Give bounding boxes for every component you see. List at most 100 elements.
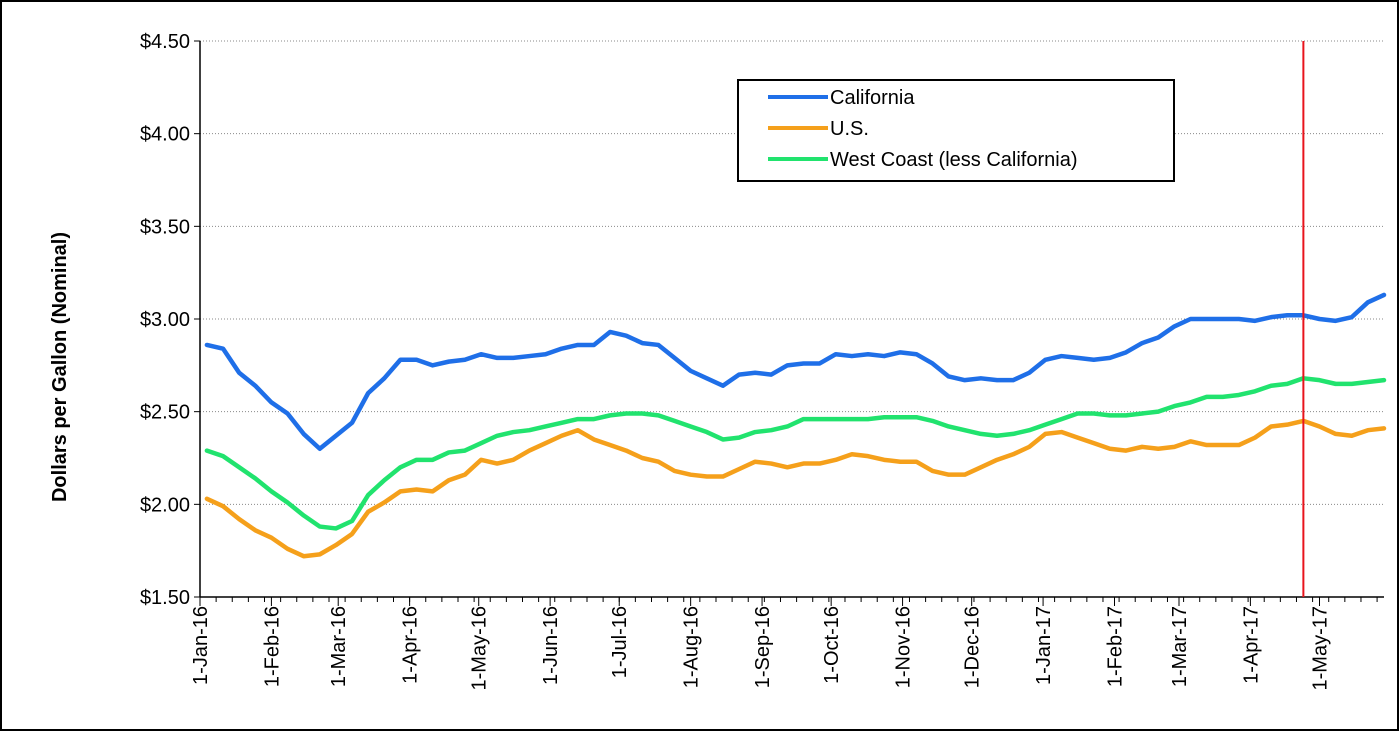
data-point-s0-19 bbox=[512, 357, 515, 359]
data-point-s1-10 bbox=[367, 510, 369, 513]
data-point-s1-4 bbox=[270, 536, 273, 539]
data-point-s0-62 bbox=[1205, 318, 1208, 320]
data-point-s1-64 bbox=[1238, 444, 1240, 446]
data-point-s0-60 bbox=[1173, 325, 1176, 328]
data-point-s2-73 bbox=[1383, 379, 1385, 381]
data-point-s0-57 bbox=[1125, 351, 1127, 354]
axes: $1.50 $2.00 $2.50 $3.00 $3.50 $4.00 $4.50 1-Jan… bbox=[140, 31, 1384, 690]
data-point-s2-11 bbox=[383, 479, 386, 482]
data-point-s1-0 bbox=[206, 497, 208, 500]
data-point-s0-70 bbox=[1334, 320, 1337, 322]
data-point-s0-54 bbox=[1076, 357, 1079, 359]
data-point-s0-53 bbox=[1060, 355, 1063, 357]
data-point-s1-9 bbox=[351, 533, 353, 535]
data-point-s0-8 bbox=[335, 434, 337, 437]
data-point-s2-13 bbox=[415, 459, 418, 461]
data-point-s0-23 bbox=[576, 344, 579, 346]
data-point-s0-14 bbox=[431, 364, 434, 367]
data-point-s2-2 bbox=[238, 466, 240, 469]
data-point-s2-29 bbox=[673, 420, 676, 422]
data-point-s1-18 bbox=[496, 462, 498, 465]
data-point-s2-20 bbox=[528, 429, 531, 432]
data-point-s2-1 bbox=[222, 455, 224, 457]
data-point-s2-48 bbox=[980, 433, 982, 435]
data-point-s1-62 bbox=[1205, 444, 1208, 446]
data-point-s2-8 bbox=[335, 527, 337, 530]
y-tick-label-1: $2.00 bbox=[140, 494, 190, 516]
data-point-s0-18 bbox=[496, 357, 498, 359]
data-point-s1-56 bbox=[1109, 447, 1111, 450]
x-tick-label-1: 1-Feb-16 bbox=[261, 606, 283, 687]
x-tick-label-5: 1-Jun-16 bbox=[540, 606, 562, 685]
data-point-s0-72 bbox=[1367, 301, 1369, 304]
data-point-s1-73 bbox=[1383, 427, 1385, 430]
data-point-s0-3 bbox=[254, 384, 257, 387]
data-point-s2-12 bbox=[399, 466, 402, 469]
data-point-s1-61 bbox=[1189, 440, 1192, 443]
data-point-s2-5 bbox=[286, 501, 289, 504]
data-point-s0-13 bbox=[415, 358, 418, 361]
data-point-s1-71 bbox=[1350, 434, 1353, 437]
series-line-1 bbox=[204, 418, 1387, 559]
data-point-s0-1 bbox=[222, 347, 224, 350]
data-point-s2-60 bbox=[1173, 405, 1176, 407]
series-lines bbox=[204, 292, 1387, 559]
data-point-s0-30 bbox=[689, 370, 692, 372]
data-point-s0-67 bbox=[1286, 314, 1289, 317]
x-tick-label-16: 1-May-17 bbox=[1310, 606, 1332, 690]
data-point-s0-58 bbox=[1141, 342, 1143, 344]
data-point-s1-5 bbox=[286, 548, 289, 550]
legend-label-west-coast: West Coast (less California) bbox=[830, 149, 1077, 171]
legend-label-california: California bbox=[830, 87, 915, 109]
data-point-s2-40 bbox=[851, 418, 853, 420]
data-point-s2-64 bbox=[1238, 394, 1240, 396]
data-point-s0-24 bbox=[593, 344, 595, 346]
data-point-s2-38 bbox=[818, 418, 821, 420]
data-point-s1-32 bbox=[722, 475, 724, 478]
data-point-s1-43 bbox=[899, 460, 902, 463]
data-point-s2-66 bbox=[1270, 384, 1272, 387]
data-point-s1-17 bbox=[480, 459, 482, 461]
data-point-s2-9 bbox=[351, 520, 353, 522]
data-point-s1-67 bbox=[1286, 423, 1289, 426]
data-point-s1-58 bbox=[1141, 446, 1143, 448]
data-point-s0-26 bbox=[625, 334, 627, 337]
x-tick-label-3: 1-Apr-16 bbox=[400, 606, 422, 684]
data-point-s0-63 bbox=[1221, 318, 1224, 320]
data-point-s2-17 bbox=[480, 442, 482, 444]
data-point-s2-69 bbox=[1318, 379, 1321, 381]
data-point-s2-52 bbox=[1044, 423, 1047, 426]
x-tick-label-8: 1-Sep-16 bbox=[752, 606, 774, 688]
data-point-s1-44 bbox=[915, 460, 918, 463]
data-point-s0-65 bbox=[1254, 320, 1256, 322]
data-point-s0-47 bbox=[963, 379, 966, 381]
data-point-s1-40 bbox=[851, 453, 853, 456]
data-point-s0-25 bbox=[609, 331, 611, 333]
data-point-s2-25 bbox=[609, 414, 611, 417]
data-point-s1-33 bbox=[738, 468, 740, 470]
data-point-s1-11 bbox=[383, 501, 386, 504]
x-tick-label-14: 1-Mar-17 bbox=[1169, 606, 1191, 687]
data-point-s0-73 bbox=[1383, 294, 1385, 296]
data-point-s0-10 bbox=[367, 392, 369, 394]
data-point-s1-39 bbox=[834, 459, 837, 461]
data-point-s1-53 bbox=[1060, 431, 1063, 433]
data-point-s1-50 bbox=[1012, 453, 1014, 456]
data-point-s0-50 bbox=[1012, 379, 1014, 381]
data-point-s1-31 bbox=[705, 475, 708, 478]
data-point-s0-49 bbox=[996, 379, 998, 381]
data-point-s0-35 bbox=[770, 373, 773, 376]
data-point-s1-55 bbox=[1092, 442, 1095, 444]
data-point-s2-14 bbox=[431, 459, 434, 461]
data-point-s0-33 bbox=[738, 373, 740, 376]
legend: California U.S. West Coast (less Califor… bbox=[737, 79, 1175, 182]
data-point-s1-49 bbox=[996, 459, 998, 461]
data-point-s1-23 bbox=[576, 429, 579, 432]
data-point-s2-27 bbox=[641, 412, 644, 415]
data-point-s2-50 bbox=[1012, 433, 1014, 435]
data-point-s1-63 bbox=[1221, 444, 1224, 446]
data-point-s2-37 bbox=[802, 418, 805, 420]
data-point-s0-43 bbox=[899, 351, 902, 354]
data-point-s2-58 bbox=[1141, 412, 1143, 415]
data-point-s0-16 bbox=[464, 358, 466, 361]
